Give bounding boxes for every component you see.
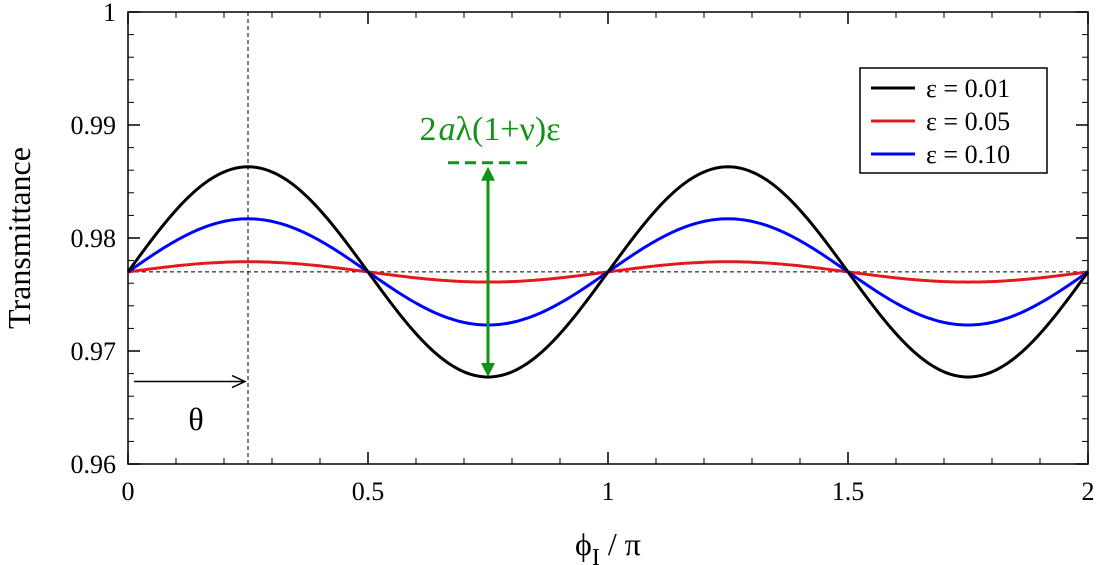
x-axis-title-main: ϕ <box>575 526 592 562</box>
x-tick-label: 0.5 <box>352 477 385 506</box>
theta-annotation-label: θ <box>188 401 203 437</box>
amplitude-annotation-label: 2aλ(1+ν)ε <box>420 111 561 148</box>
amplitude-arrow-head-down <box>481 362 495 377</box>
y-tick-label: 0.97 <box>71 337 117 366</box>
legend-label-0: ε = 0.01 <box>926 74 1010 103</box>
series-line-0 <box>126 165 1090 379</box>
x-tick-label: 2 <box>1082 477 1095 506</box>
y-tick-label: 1 <box>103 0 116 27</box>
legend: ε = 0.01 ε = 0.05 ε = 0.10 <box>859 67 1048 174</box>
x-axis-title-tail: / π <box>600 526 641 562</box>
y-tick-label: 0.98 <box>71 224 117 253</box>
x-tick-label: 1 <box>602 477 615 506</box>
y-tick-label: 0.99 <box>71 111 117 140</box>
x-tick-label: 0 <box>122 477 135 506</box>
legend-label-1: ε = 0.05 <box>926 107 1010 136</box>
legend-label-2: ε = 0.10 <box>926 140 1010 169</box>
theta-arrow-head <box>231 374 247 389</box>
x-tick-label: 1.5 <box>832 477 865 506</box>
amplitude-arrow-head-up <box>481 166 495 181</box>
x-axis-title-subscript: I <box>592 545 600 565</box>
y-axis-title: Transmittance <box>1 147 37 329</box>
x-axis-title: ϕI / π <box>575 526 641 565</box>
y-tick-label: 0.96 <box>71 450 117 479</box>
